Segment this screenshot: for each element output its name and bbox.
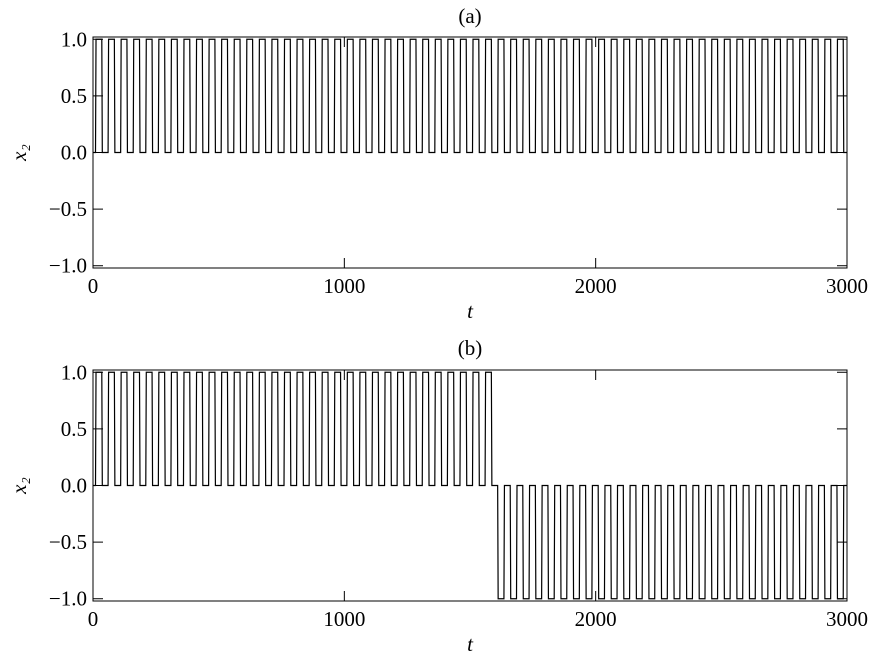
- x-axis-label: t: [467, 632, 474, 656]
- x-tick-label: 2000: [575, 274, 617, 298]
- x-tick-label: 3000: [826, 274, 868, 298]
- y-tick-label: 1.0: [61, 27, 87, 51]
- y-tick-label: −0.5: [49, 197, 87, 221]
- y-tick-label: −1.0: [49, 254, 87, 278]
- y-tick-label: 0.5: [61, 417, 87, 441]
- x-tick-label: 0: [88, 607, 99, 631]
- x-axis-label: t: [467, 299, 474, 323]
- y-tick-label: −0.5: [49, 530, 87, 554]
- y-tick-label: −1.0: [49, 587, 87, 611]
- x-tick-label: 1000: [323, 607, 365, 631]
- y-tick-label: 0.0: [61, 141, 87, 165]
- x-tick-label: 2000: [575, 607, 617, 631]
- panel-title: (b): [458, 336, 483, 360]
- data-line: [93, 371, 847, 600]
- data-line: [93, 38, 847, 154]
- x-tick-label: 3000: [826, 607, 868, 631]
- y-tick-label: 0.5: [61, 84, 87, 108]
- x-tick-label: 0: [88, 274, 99, 298]
- x-tick-label: 1000: [323, 274, 365, 298]
- y-tick-label: 0.0: [61, 474, 87, 498]
- y-axis-label: x₂: [7, 144, 31, 162]
- y-axis-label: x₂: [7, 477, 31, 495]
- panel-title: (a): [458, 4, 481, 28]
- y-tick-label: 1.0: [61, 360, 87, 384]
